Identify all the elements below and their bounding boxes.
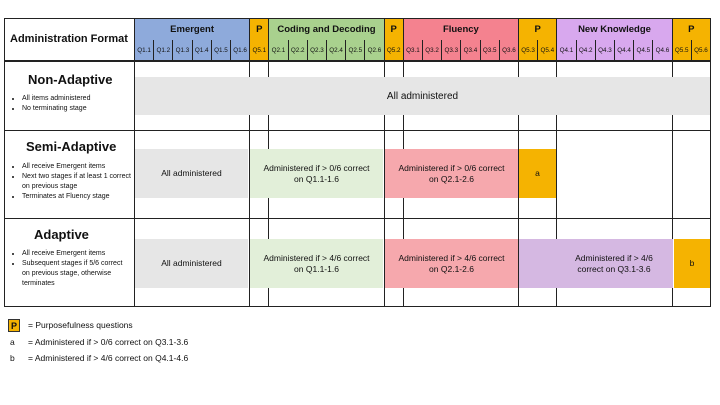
cell-adaptive-coding: Administered if > 4/6 correct on Q1.1-1.… <box>250 239 383 288</box>
grid-line-left <box>4 18 5 306</box>
header-group-5: P <box>519 18 558 40</box>
grid-line-top <box>4 18 711 19</box>
grid-line-row2 <box>4 218 711 219</box>
column-line <box>556 18 558 306</box>
bullet-item: All receive Emergent items <box>22 162 132 172</box>
question-header: Q5.4 <box>538 40 558 60</box>
grid-line-row3 <box>4 306 711 307</box>
question-header: Q3.4 <box>461 40 481 60</box>
cell-non-adaptive-all: All administered <box>135 77 710 115</box>
legend-a-text: = Administered if > 0/6 correct on Q3.1-… <box>28 337 189 347</box>
grid-line-header-bottom <box>4 60 711 62</box>
question-header: Q1.2 <box>154 40 174 60</box>
header-group-4: Fluency <box>403 18 519 40</box>
bullet-item: Subsequent stages if 5/6 correct on prev… <box>22 259 132 289</box>
bullet-item: All items administered <box>22 94 130 104</box>
row-title-non-adaptive: Non-Adaptive <box>28 72 113 87</box>
question-header: Q4.4 <box>615 40 635 60</box>
question-header: Q2.5 <box>346 40 366 60</box>
question-header: Q2.4 <box>327 40 347 60</box>
cell-adaptive-p-b: b <box>674 239 710 288</box>
question-header: Q3.2 <box>423 40 443 60</box>
question-header: Q5.2 <box>384 40 404 60</box>
legend-b-key: b <box>10 353 15 363</box>
column-line <box>249 18 251 306</box>
question-header: Q2.2 <box>288 40 308 60</box>
bullet-item: Terminates at Fluency stage <box>22 192 132 202</box>
question-header: Q5.3 <box>519 40 539 60</box>
question-header: Q3.6 <box>499 40 519 60</box>
question-header: Q4.2 <box>576 40 596 60</box>
question-header: Q1.4 <box>192 40 212 60</box>
question-header: Q1.5 <box>211 40 231 60</box>
row-title-semi-adaptive: Semi-Adaptive <box>26 139 117 154</box>
question-header: Q4.3 <box>595 40 615 60</box>
question-header: Q5.1 <box>250 40 270 60</box>
bullet-item: Next two stages if at least 1 correct on… <box>22 172 132 192</box>
cell-semi-coding: Administered if > 0/6 correct on Q1.1-1.… <box>250 149 383 198</box>
header-group-0: Emergent <box>135 18 251 40</box>
cell-adaptive-newknowledge: Administered if > 4/6 correct on Q3.1-3.… <box>519 239 673 288</box>
admin-format-header: Administration Format <box>10 33 128 45</box>
cell-adaptive-emergent: All administered <box>135 239 248 288</box>
column-line <box>383 18 385 306</box>
legend-p-text: = Purposefulness questions <box>28 320 133 330</box>
question-header: Q3.5 <box>480 40 500 60</box>
question-header: Q2.3 <box>307 40 327 60</box>
question-header: Q2.1 <box>269 40 289 60</box>
question-header: Q5.6 <box>691 40 711 60</box>
header-group-2: Coding and Decoding <box>269 18 385 40</box>
question-header: Q3.3 <box>442 40 462 60</box>
cell-semi-fluency: Administered if > 0/6 correct on Q2.1-2.… <box>385 149 518 198</box>
question-header: Q4.6 <box>653 40 673 60</box>
cell-adaptive-fluency: Administered if > 4/6 correct on Q2.1-2.… <box>385 239 518 288</box>
cell-semi-emergent: All administered <box>135 149 248 198</box>
legend-a-key: a <box>10 337 15 347</box>
legend-b-text: = Administered if > 4/6 correct on Q4.1-… <box>28 353 189 363</box>
legend-p-swatch: P <box>8 319 20 332</box>
column-line <box>518 18 519 306</box>
column-line <box>134 18 135 306</box>
header-group-7: P <box>672 18 711 40</box>
question-header: Q3.1 <box>403 40 423 60</box>
question-header: Q5.5 <box>672 40 692 60</box>
cell-semi-p-a: a <box>519 149 556 198</box>
bullets-adaptive: All receive Emergent items Subsequent st… <box>12 249 132 289</box>
question-header: Q1.1 <box>135 40 155 60</box>
header-group-6: New Knowledge <box>557 18 673 40</box>
bullet-item: All receive Emergent items <box>22 249 132 259</box>
grid-line-row1 <box>4 130 711 131</box>
question-header: Q1.6 <box>231 40 251 60</box>
question-header: Q4.5 <box>634 40 654 60</box>
question-header: Q2.6 <box>365 40 385 60</box>
question-header: Q4.1 <box>557 40 577 60</box>
bullets-semi-adaptive: All receive Emergent items Next two stag… <box>12 162 132 202</box>
column-line <box>671 18 673 306</box>
bullet-item: No terminating stage <box>22 104 130 114</box>
question-header: Q1.3 <box>173 40 193 60</box>
grid-line-right <box>710 18 711 306</box>
row-title-adaptive: Adaptive <box>34 227 89 242</box>
header-group-3: P <box>384 18 404 40</box>
bullets-non-adaptive: All items administered No terminating st… <box>12 94 130 114</box>
header-group-1: P <box>250 18 270 40</box>
